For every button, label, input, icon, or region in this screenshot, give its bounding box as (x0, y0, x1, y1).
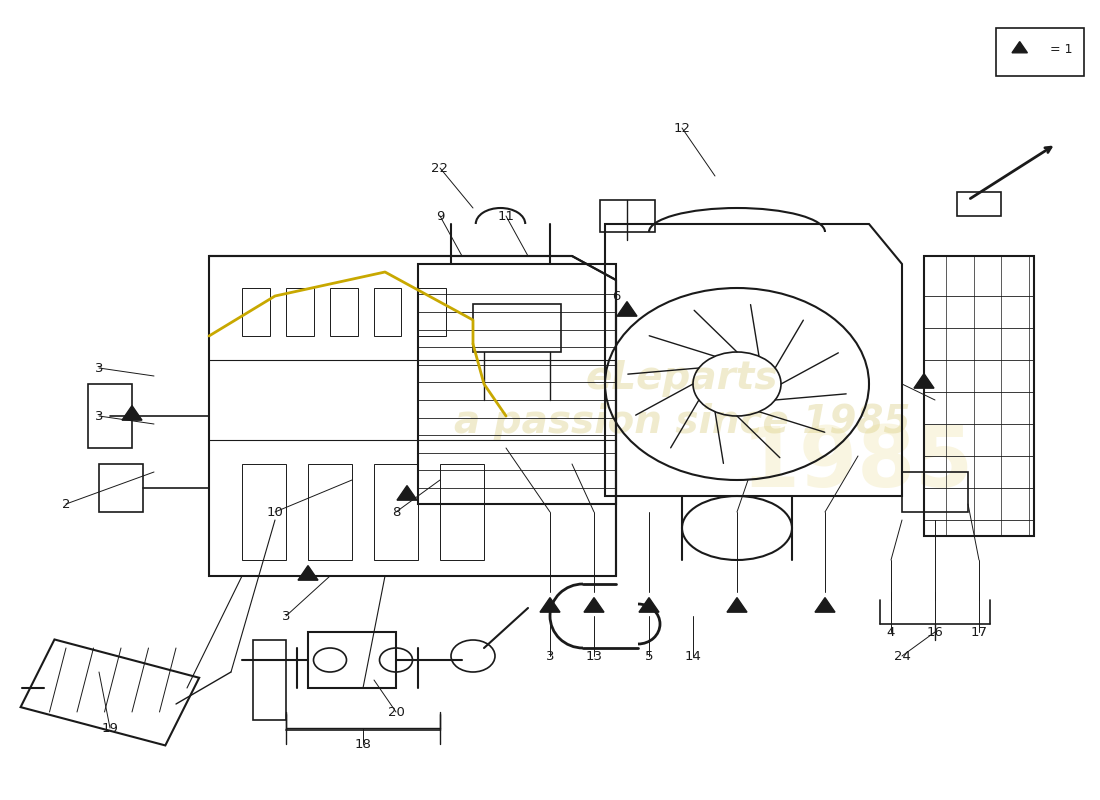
Text: 3: 3 (546, 650, 554, 662)
Bar (308, 632, 396, 688)
Bar (957, 192, 1001, 216)
Polygon shape (122, 406, 142, 420)
Bar (924, 256, 1034, 536)
Polygon shape (298, 566, 318, 580)
Text: 5: 5 (645, 650, 653, 662)
Polygon shape (540, 598, 560, 612)
Bar (440, 464, 484, 560)
Bar (374, 464, 418, 560)
Bar (286, 288, 313, 336)
Text: 3: 3 (95, 362, 103, 374)
Bar (308, 464, 352, 560)
Bar (21, 639, 199, 746)
Text: 2: 2 (62, 498, 70, 510)
Polygon shape (727, 598, 747, 612)
Bar (374, 288, 401, 336)
Polygon shape (914, 374, 934, 388)
Text: eLeparts
a passion since 1985: eLeparts a passion since 1985 (454, 359, 910, 441)
Text: 11: 11 (497, 210, 515, 222)
Text: 17: 17 (970, 626, 988, 638)
Bar (253, 640, 286, 720)
Bar (242, 464, 286, 560)
Text: = 1: = 1 (1050, 43, 1072, 56)
Bar (418, 288, 446, 336)
Text: 4: 4 (887, 626, 895, 638)
Polygon shape (397, 486, 417, 500)
Text: 16: 16 (926, 626, 944, 638)
Polygon shape (815, 598, 835, 612)
Bar (418, 264, 616, 504)
Bar (600, 200, 654, 232)
Bar (242, 288, 270, 336)
Text: 18: 18 (354, 738, 372, 750)
Text: 3: 3 (282, 610, 290, 622)
Polygon shape (1012, 42, 1027, 53)
Text: 12: 12 (673, 122, 691, 134)
Bar (473, 304, 561, 352)
Text: 20: 20 (387, 706, 405, 718)
Text: 8: 8 (392, 506, 400, 518)
Text: 14: 14 (684, 650, 702, 662)
Bar (99, 464, 143, 512)
Polygon shape (584, 598, 604, 612)
Polygon shape (617, 302, 637, 316)
Text: 13: 13 (585, 650, 603, 662)
Bar (88, 384, 132, 448)
Polygon shape (639, 598, 659, 612)
Text: 1985: 1985 (741, 423, 975, 505)
Bar (902, 472, 968, 512)
Text: 10: 10 (266, 506, 284, 518)
Text: 22: 22 (431, 162, 449, 174)
Bar (330, 288, 358, 336)
Text: 19: 19 (101, 722, 119, 734)
Text: 3: 3 (95, 410, 103, 422)
Text: 24: 24 (893, 650, 911, 662)
Text: 9: 9 (436, 210, 444, 222)
Text: 6: 6 (612, 290, 620, 302)
